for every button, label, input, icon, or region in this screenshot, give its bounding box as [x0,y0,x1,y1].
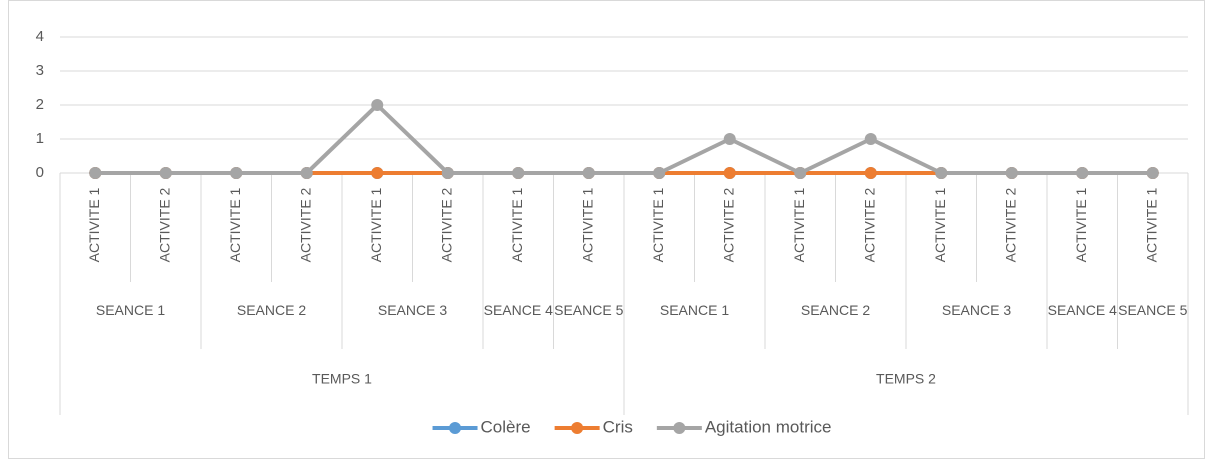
group-label-text: SEANCE 5 [1118,301,1188,318]
data-point [864,167,877,179]
group-label: SEANCE 2 [800,301,871,318]
legend-item: Colère [432,417,531,436]
group-label: SEANCE 5 [1118,301,1188,318]
legend-label: Agitation motrice [705,417,832,436]
group-label: SEANCE 3 [377,301,448,318]
legend-item: Agitation motrice [656,417,832,436]
group-label: SEANCE 1 [95,301,166,318]
x-tick-label: ACTIVITE 2 [861,187,877,262]
group-label: SEANCE 4 [1047,301,1117,318]
x-tick-label: ACTIVITE 1 [86,187,102,262]
data-point [512,167,525,179]
x-tick-label: ACTIVITE 1 [791,187,807,262]
data-point [1146,167,1159,179]
data-point [89,167,102,179]
data-point [159,167,172,179]
legend-marker [673,422,686,434]
y-tick-label: 2 [36,96,44,113]
group-label-text: SEANCE 1 [95,301,166,318]
data-point [1076,167,1089,179]
x-tick-label: ACTIVITE 2 [720,187,736,262]
y-tick-label: 4 [36,28,44,45]
group-label-text: SEANCE 3 [941,301,1012,318]
data-point [230,167,243,179]
supergroup-label: TEMPS 2 [876,371,936,387]
data-point [864,133,877,145]
y-tick-label: 0 [36,164,44,181]
data-point [794,167,807,179]
x-tick-label: ACTIVITE 1 [227,187,243,262]
group-label-text: SEANCE 2 [236,301,307,318]
legend-label: Cris [603,417,633,436]
data-point [300,167,313,179]
group-label: SEANCE 2 [236,301,307,318]
group-label: SEANCE 1 [659,301,730,318]
y-tick-label: 1 [36,130,44,147]
legend-marker [449,422,462,434]
x-tick-label: ACTIVITE 2 [438,187,454,262]
group-label: SEANCE 5 [554,301,624,318]
group-label-text: SEANCE 5 [554,301,624,318]
x-tick-label: ACTIVITE 1 [932,187,948,262]
x-tick-label: ACTIVITE 1 [1073,187,1089,262]
data-point [653,167,666,179]
group-label-text: SEANCE 1 [659,301,730,318]
data-point [723,167,736,179]
data-point [371,99,384,111]
supergroup-label: TEMPS 1 [312,371,372,387]
chart-frame [8,0,1205,459]
group-label: SEANCE 4 [483,301,553,318]
data-point [935,167,948,179]
series-line [95,103,1153,175]
x-tick-label: ACTIVITE 2 [1002,187,1018,262]
x-tick-label: ACTIVITE 2 [156,187,172,262]
data-point [723,133,736,145]
group-label-text: SEANCE 3 [377,301,448,318]
legend-item: Cris [554,417,633,436]
x-tick-label: ACTIVITE 2 [297,187,313,262]
x-tick-label: ACTIVITE 1 [1143,187,1159,262]
x-tick-label: ACTIVITE 1 [509,187,525,262]
legend-label: Colère [481,417,531,436]
x-tick-label: ACTIVITE 1 [368,187,384,262]
group-label-text: SEANCE 4 [483,301,553,318]
group-label: SEANCE 3 [941,301,1012,318]
y-tick-label: 3 [36,62,44,79]
x-tick-label: ACTIVITE 1 [579,187,595,262]
x-tick-label: ACTIVITE 1 [650,187,666,262]
data-point [1005,167,1018,179]
legend-marker [571,422,584,434]
data-point [441,167,454,179]
data-point [582,167,595,179]
group-label-text: SEANCE 2 [800,301,871,318]
group-label-text: SEANCE 4 [1047,301,1117,318]
data-point [371,167,384,179]
